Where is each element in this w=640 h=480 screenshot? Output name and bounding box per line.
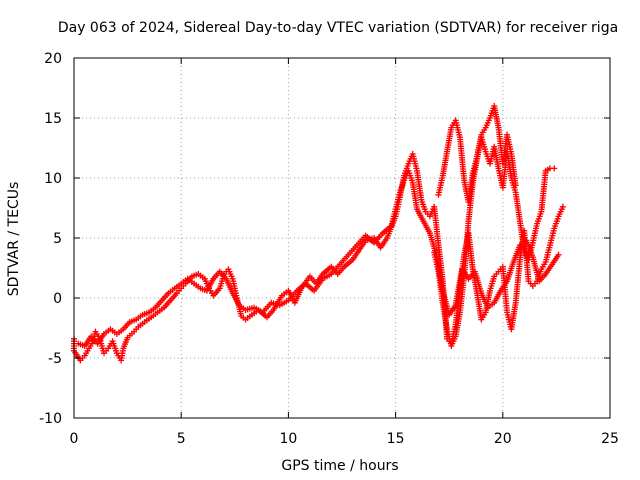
x-tick-label: 15 — [387, 431, 405, 447]
y-tick-label: -10 — [39, 411, 62, 427]
data-point — [512, 182, 519, 189]
data-points — [71, 103, 566, 364]
y-tick-label: -5 — [48, 351, 62, 367]
axis-ticks: 0 5 10 15 20 25 -10 -5 0 5 10 15 20 — [39, 51, 619, 447]
x-tick-label: 0 — [70, 431, 79, 447]
series-1 — [75, 167, 562, 349]
y-tick-label: 15 — [44, 111, 62, 127]
x-axis-label: GPS time / hours — [281, 458, 398, 474]
x-tick-label: 25 — [601, 431, 619, 447]
x-tick-label: 20 — [494, 431, 512, 447]
y-tick-label: 20 — [44, 51, 62, 67]
y-tick-label: 10 — [44, 171, 62, 187]
data-point — [559, 203, 566, 210]
data-point — [551, 165, 558, 172]
y-tick-label: 5 — [53, 231, 62, 247]
x-tick-label: 10 — [279, 431, 297, 447]
series-3 — [435, 103, 519, 205]
series-0 — [71, 151, 566, 364]
y-tick-label: 0 — [53, 291, 62, 307]
y-axis-label: SDTVAR / TECUs — [6, 182, 22, 297]
chart-title: Day 063 of 2024, Sidereal Day-to-day VTE… — [58, 20, 618, 36]
x-tick-label: 5 — [177, 431, 186, 447]
series-2 — [431, 134, 558, 349]
data-point — [555, 251, 562, 258]
grid — [74, 58, 610, 418]
